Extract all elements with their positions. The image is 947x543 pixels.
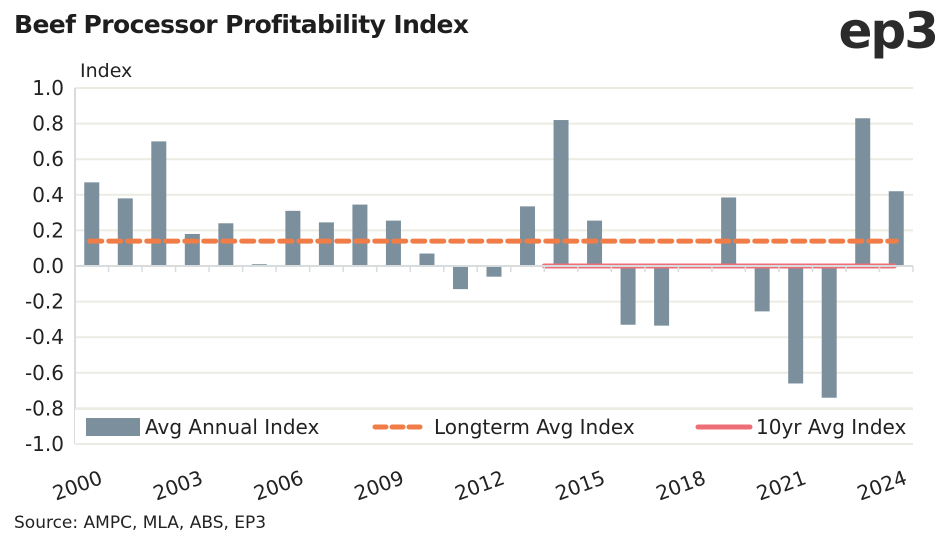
y-tick-label: -0.4	[25, 325, 64, 349]
bar-2024	[888, 191, 904, 266]
bar-2008	[352, 204, 368, 266]
bar-2001	[117, 198, 133, 266]
bar-2000	[84, 182, 100, 266]
legend-label-longterm: Longterm Avg Index	[434, 415, 635, 439]
bar-2006	[285, 210, 301, 266]
reference-lines	[87, 238, 899, 269]
bar-2007	[318, 222, 334, 266]
y-tick-label: 0.2	[32, 218, 64, 242]
bar-2022	[821, 266, 837, 398]
x-tick-label: 2018	[653, 465, 709, 505]
bar-2017	[654, 266, 670, 326]
chart-title: Beef Processor Profitability Index	[14, 10, 469, 39]
legend-background	[75, 410, 911, 444]
x-tick-label: 2000	[49, 465, 105, 505]
legend-swatch-bar	[86, 418, 140, 436]
y-tick-label: 1.0	[32, 76, 64, 100]
x-tick-label: 2012	[452, 465, 508, 505]
bar-2012	[486, 266, 502, 277]
bar-2010	[419, 253, 435, 266]
y-tick-label: 0.6	[32, 147, 64, 171]
bar-2013	[520, 206, 536, 266]
x-tick-label: 2006	[250, 465, 306, 505]
x-tick-label: 2024	[854, 465, 910, 505]
x-tick-label: 2003	[150, 465, 206, 505]
bar-2019	[721, 197, 737, 266]
bar-2021	[788, 266, 804, 384]
bar-2020	[754, 266, 770, 312]
gridlines	[75, 87, 913, 445]
y-tick-label: 0.0	[32, 254, 64, 278]
y-tick-label: -0.2	[25, 290, 64, 314]
y-tick-label: 0.4	[32, 183, 64, 207]
x-tick-label: 2015	[552, 465, 608, 505]
x-tick-label: 2021	[753, 465, 809, 505]
bar-2014	[553, 120, 569, 266]
y-tick-label: -0.6	[25, 361, 64, 385]
y-tick-label: 0.8	[32, 112, 64, 136]
legend-label-avg-annual: Avg Annual Index	[145, 415, 320, 439]
y-tick-label: -1.0	[25, 432, 64, 456]
bar-2016	[620, 266, 636, 325]
bar-2011	[452, 266, 468, 290]
y-axis-title: Index	[80, 60, 132, 82]
bars	[84, 118, 904, 398]
ep3-logo: ep3	[838, 2, 939, 60]
legend: Avg Annual Index Longterm Avg Index 10yr A…	[75, 408, 913, 445]
y-tick-label: -0.8	[25, 396, 64, 420]
bar-2023	[855, 118, 871, 266]
x-tick-label: 2009	[351, 465, 407, 505]
source-note: Source: AMPC, MLA, ABS, EP3	[14, 513, 267, 533]
legend-label-tenyr: 10yr Avg Index	[756, 415, 906, 439]
bar-2004	[218, 223, 234, 266]
bar-2002	[151, 141, 167, 266]
